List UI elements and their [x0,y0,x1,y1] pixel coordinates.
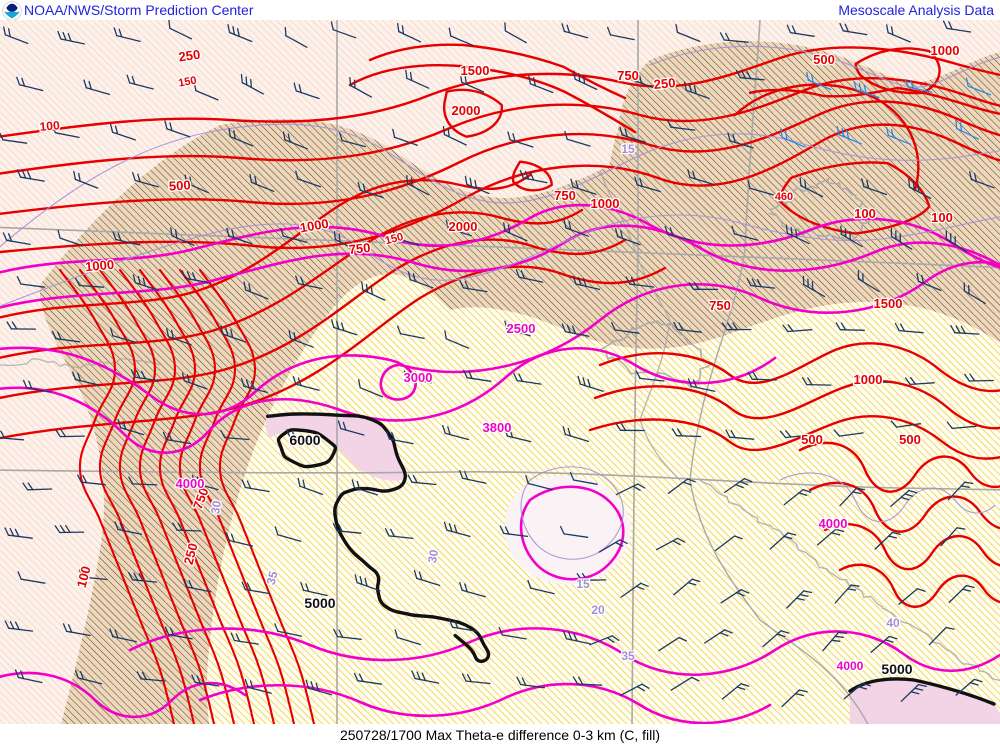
svg-text:2000: 2000 [452,103,481,118]
svg-text:100: 100 [931,210,953,225]
svg-text:30: 30 [208,499,224,515]
svg-text:1000: 1000 [854,372,883,387]
svg-text:500: 500 [801,432,823,447]
svg-text:5000: 5000 [881,661,912,677]
svg-text:3000: 3000 [404,370,433,385]
svg-text:15: 15 [621,142,635,156]
svg-text:35: 35 [621,649,635,663]
svg-text:30: 30 [425,548,441,564]
svg-text:4000: 4000 [176,476,205,491]
svg-text:750: 750 [348,240,371,257]
svg-text:1000: 1000 [591,196,620,211]
svg-text:250: 250 [178,47,202,65]
svg-text:3800: 3800 [483,420,512,435]
svg-text:500: 500 [899,432,921,447]
svg-text:750: 750 [617,68,639,83]
svg-text:500: 500 [169,177,191,193]
svg-text:4000: 4000 [819,516,848,531]
svg-text:4000: 4000 [837,659,864,673]
svg-text:500: 500 [813,52,835,67]
svg-text:100: 100 [39,118,60,134]
svg-text:20: 20 [591,603,605,617]
svg-text:750: 750 [709,298,731,313]
svg-text:1500: 1500 [461,63,490,78]
svg-text:2000: 2000 [449,219,478,234]
svg-text:2500: 2500 [507,321,536,336]
svg-text:100: 100 [854,206,876,221]
svg-text:250: 250 [653,75,676,92]
svg-text:15: 15 [576,577,590,591]
svg-text:1000: 1000 [85,257,115,274]
svg-text:5000: 5000 [304,595,335,611]
svg-text:750: 750 [554,188,576,203]
svg-text:1000: 1000 [931,43,960,58]
svg-text:40: 40 [886,616,900,630]
svg-text:6000: 6000 [289,432,320,448]
svg-text:1500: 1500 [874,296,903,311]
svg-text:460: 460 [775,191,793,203]
